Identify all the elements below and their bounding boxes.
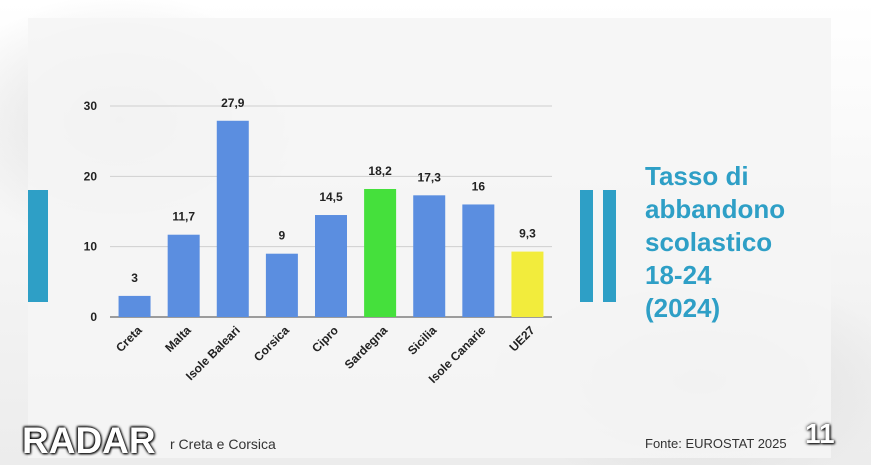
- accent-bar-right-2: [603, 190, 616, 302]
- y-tick-label: 0: [90, 310, 97, 324]
- y-tick-label: 10: [84, 240, 98, 254]
- bar: [216, 120, 249, 318]
- accent-bar-right-1: [580, 190, 593, 302]
- data-label: 3: [131, 271, 138, 285]
- category-label: Sicilia: [405, 323, 440, 358]
- data-label: 14,5: [319, 190, 343, 204]
- bar: [511, 251, 544, 317]
- bar: [167, 234, 200, 317]
- data-label: 17,3: [418, 170, 442, 184]
- data-label: 9,3: [519, 227, 536, 241]
- slide-title: Tasso di abbandono scolastico 18-24 (202…: [645, 161, 786, 323]
- footnote: r Creta e Corsica: [170, 436, 276, 452]
- bar: [462, 204, 495, 317]
- category-label: Malta: [162, 323, 194, 355]
- y-tick-label: 20: [84, 169, 98, 183]
- data-label: 11,7: [172, 210, 195, 224]
- accent-bar-left: [28, 190, 48, 302]
- data-label: 27,9: [221, 96, 245, 110]
- bar: [265, 253, 298, 317]
- bar: [364, 188, 397, 317]
- source-note: Fonte: EUROSTAT 2025: [645, 436, 787, 451]
- category-label: Sardegna: [342, 323, 391, 372]
- category-label: Corsica: [251, 323, 292, 364]
- category-label: UE27: [506, 323, 537, 354]
- bar: [315, 215, 347, 317]
- data-label: 18,2: [368, 164, 392, 178]
- category-label: Cipro: [309, 323, 341, 355]
- bar: [413, 195, 446, 317]
- data-label: 9: [279, 229, 286, 243]
- radar-logo: RADAR: [22, 420, 156, 461]
- page-number: 11: [805, 418, 835, 449]
- data-label: 16: [472, 179, 486, 193]
- bar: [118, 295, 151, 317]
- y-tick-label: 30: [84, 99, 98, 113]
- category-label: Creta: [113, 323, 145, 355]
